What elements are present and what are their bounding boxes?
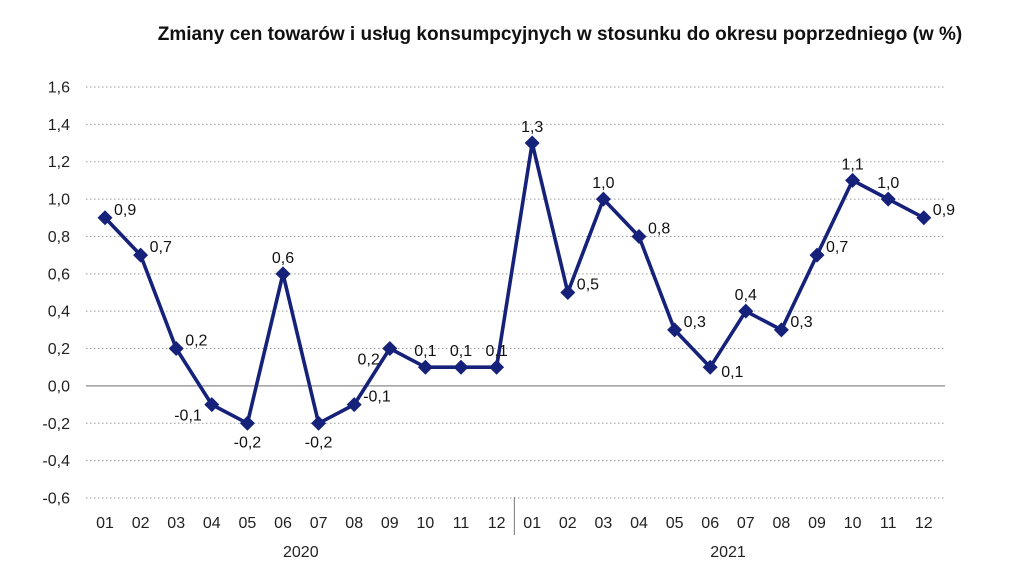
- year-group-label: 2021: [710, 544, 746, 561]
- x-tick-label: 01: [96, 515, 114, 532]
- data-label: 0,7: [150, 239, 172, 256]
- data-point-marker: [489, 359, 505, 375]
- data-label: 0,1: [485, 343, 507, 360]
- data-point-marker: [97, 210, 113, 226]
- gridlines: [86, 86, 945, 499]
- axes: [86, 385, 945, 535]
- data-label: 1,0: [877, 175, 899, 192]
- x-tick-label: 08: [773, 515, 791, 532]
- data-label: 0,9: [114, 202, 136, 219]
- x-tick-label: 05: [239, 515, 257, 532]
- x-tick-label: 02: [132, 515, 150, 532]
- chart-title: Zmiany cen towarów i usług konsumpcyjnyc…: [158, 24, 962, 45]
- y-tick-label: 0,0: [48, 378, 70, 395]
- data-point-marker: [239, 415, 255, 431]
- data-point-marker: [382, 341, 398, 357]
- x-tick-label: 08: [345, 515, 363, 532]
- data-label: 0,2: [358, 352, 380, 369]
- year-group-label: 2020: [283, 544, 319, 561]
- x-tick-label: 10: [417, 515, 435, 532]
- y-tick-label: 1,0: [48, 192, 70, 209]
- x-tick-label: 01: [523, 515, 541, 532]
- data-point-marker: [880, 191, 896, 207]
- data-point-marker: [702, 359, 718, 375]
- x-tick-label: 06: [701, 515, 719, 532]
- data-point-marker: [773, 322, 789, 338]
- data-label: 0,3: [790, 314, 812, 331]
- data-label: 1,3: [521, 119, 543, 136]
- data-label: 0,8: [648, 220, 670, 237]
- data-label: 0,6: [272, 250, 294, 267]
- x-tick-label: 05: [666, 515, 684, 532]
- y-tick-label: 0,2: [48, 341, 70, 358]
- y-tick-label: 1,2: [48, 154, 70, 171]
- y-tick-label: -0,6: [42, 491, 70, 508]
- x-tick-label: 11: [453, 515, 470, 532]
- x-axis-ticks: 01 02 03 04 05 06 07 08 09 10 11 12 01 02 03 04 05 06 07 08…: [96, 515, 933, 561]
- y-tick-label: 1,6: [48, 80, 70, 97]
- data-label: 0,7: [826, 239, 848, 256]
- data-point-marker: [417, 359, 433, 375]
- x-tick-label: 09: [808, 515, 826, 532]
- x-tick-label: 03: [595, 515, 613, 532]
- data-point-marker: [204, 397, 220, 413]
- data-label: 0,5: [577, 277, 599, 294]
- y-tick-label: 0,4: [48, 304, 70, 321]
- x-tick-label: 07: [310, 515, 328, 532]
- data-label: 0,2: [185, 333, 207, 350]
- data-point-marker: [916, 210, 932, 226]
- data-label: 0,1: [721, 364, 743, 381]
- x-tick-label: 06: [274, 515, 292, 532]
- data-point-marker: [275, 266, 291, 282]
- data-point-marker: [738, 303, 754, 319]
- series-markers: [97, 135, 932, 431]
- x-tick-label: 11: [880, 515, 897, 532]
- data-point-marker: [631, 228, 647, 244]
- x-tick-label: 12: [488, 515, 506, 532]
- data-point-marker: [560, 285, 576, 300]
- data-label: -0,2: [234, 434, 262, 451]
- data-point-marker: [346, 397, 362, 413]
- data-label: 0,1: [450, 343, 472, 360]
- data-point-marker: [809, 247, 825, 263]
- x-tick-label: 10: [844, 515, 862, 532]
- x-tick-label: 12: [915, 515, 933, 532]
- data-point-marker: [595, 191, 611, 207]
- data-point-marker: [133, 247, 149, 263]
- series-line: [103, 141, 925, 426]
- data-label: 1,1: [841, 156, 863, 173]
- y-tick-label: 0,8: [48, 229, 70, 246]
- data-label: 0,3: [684, 314, 706, 331]
- x-tick-label: 03: [167, 515, 185, 532]
- series-line-layer: [103, 141, 925, 426]
- y-tick-label: 0,6: [48, 266, 70, 283]
- x-tick-label: 04: [203, 515, 221, 532]
- x-tick-label: 09: [381, 515, 399, 532]
- x-tick-label: 02: [559, 515, 577, 532]
- y-axis-ticks: 1,6 1,4 1,2 1,0 0,8 0,6 0,4 0,2 0,0 -0,2 -0,4 -0,6: [42, 80, 70, 508]
- data-labels: 0,9 0,7 0,2 -0,1 -0,2 0,6 -0,2 -0,1 0,2 0,1 0,1 0,1…: [114, 119, 955, 451]
- data-point-marker: [311, 415, 327, 431]
- x-tick-label: 07: [737, 515, 755, 532]
- data-point-marker: [168, 341, 184, 357]
- data-label: 1,0: [592, 175, 614, 192]
- data-label: 0,9: [933, 202, 955, 219]
- y-tick-label: -0,4: [42, 453, 70, 470]
- data-point-marker: [524, 135, 540, 151]
- data-label: -0,2: [305, 434, 333, 451]
- data-point-marker: [667, 322, 683, 338]
- data-label: 0,4: [735, 287, 757, 304]
- data-label: 0,1: [414, 343, 436, 360]
- y-tick-label: 1,4: [48, 117, 70, 134]
- data-point-marker: [845, 172, 861, 188]
- data-point-marker: [453, 359, 469, 375]
- y-tick-label: -0,2: [42, 416, 70, 433]
- x-tick-label: 04: [630, 515, 648, 532]
- data-label: -0,1: [174, 408, 202, 425]
- data-label: -0,1: [363, 389, 391, 406]
